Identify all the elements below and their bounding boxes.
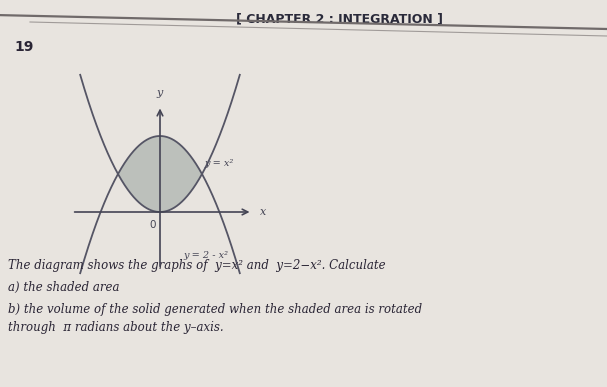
Text: 19: 19: [14, 40, 33, 54]
Text: The diagram shows the graphs of  y=x² and  y=2−x². Calculate: The diagram shows the graphs of y=x² and…: [8, 259, 385, 272]
Text: 0: 0: [150, 220, 156, 230]
Text: through  π radians about the y–axis.: through π radians about the y–axis.: [8, 320, 223, 334]
Text: a) the shaded area: a) the shaded area: [8, 281, 120, 293]
Polygon shape: [118, 136, 202, 212]
Text: [ CHAPTER 2 : INTEGRATION ]: [ CHAPTER 2 : INTEGRATION ]: [237, 12, 444, 26]
Text: y = 2 - x²: y = 2 - x²: [183, 251, 228, 260]
Text: y = x²: y = x²: [204, 159, 233, 168]
Text: x: x: [260, 207, 266, 217]
Text: y: y: [157, 88, 163, 98]
Text: b) the volume of the solid generated when the shaded area is rotated: b) the volume of the solid generated whe…: [8, 303, 422, 315]
